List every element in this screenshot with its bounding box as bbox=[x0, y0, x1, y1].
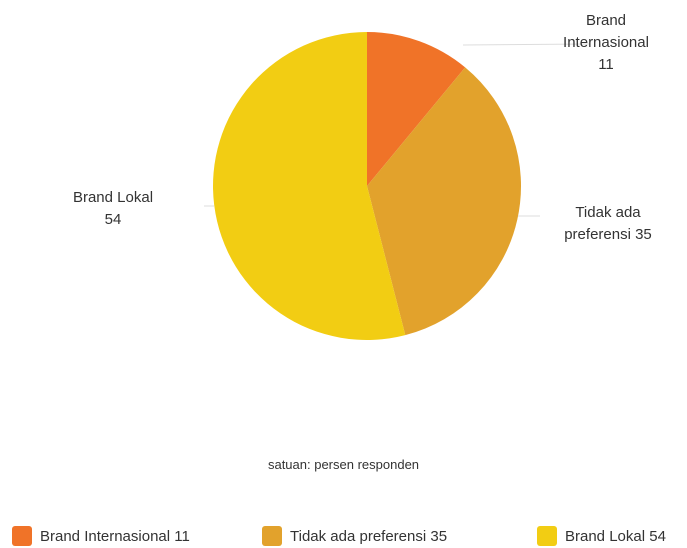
pie-slice-brand-lokal[interactable] bbox=[213, 32, 406, 340]
legend-label-brand-lokal: Brand Lokal 54 bbox=[565, 527, 666, 545]
legend-swatch-brand-lokal bbox=[537, 526, 557, 546]
legend-item-brand-lokal[interactable]: Brand Lokal 54 bbox=[537, 526, 666, 546]
legend-swatch-brand-internasional bbox=[12, 526, 32, 546]
leader-line-brand-internasional bbox=[462, 43, 591, 46]
pie-slice-brand-internasional[interactable] bbox=[367, 32, 466, 186]
chart-legend: Brand Internasional 11 Tidak ada prefere… bbox=[0, 526, 687, 548]
legend-label-tidak-ada-preferensi: Tidak ada preferensi 35 bbox=[290, 527, 448, 545]
pie-slice-tidak-ada-preferensi[interactable] bbox=[367, 67, 521, 336]
legend-item-brand-internasional[interactable]: Brand Internasional 11 bbox=[12, 526, 190, 546]
slice-label-tidak-ada-preferensi: Tidak ada preferensi 35 bbox=[564, 204, 652, 243]
slice-label-brand-lokal: Brand Lokal 54 bbox=[73, 189, 153, 228]
legend-swatch-tidak-ada-preferensi bbox=[262, 526, 282, 546]
unit-note: satuan: persen responden bbox=[267, 457, 420, 472]
slice-label-brand-internasional: Brand Internasional 11 bbox=[563, 12, 649, 73]
legend-label-brand-internasional: Brand Internasional 11 bbox=[40, 527, 190, 545]
legend-item-tidak-ada-preferensi[interactable]: Tidak ada preferensi 35 bbox=[262, 526, 447, 546]
